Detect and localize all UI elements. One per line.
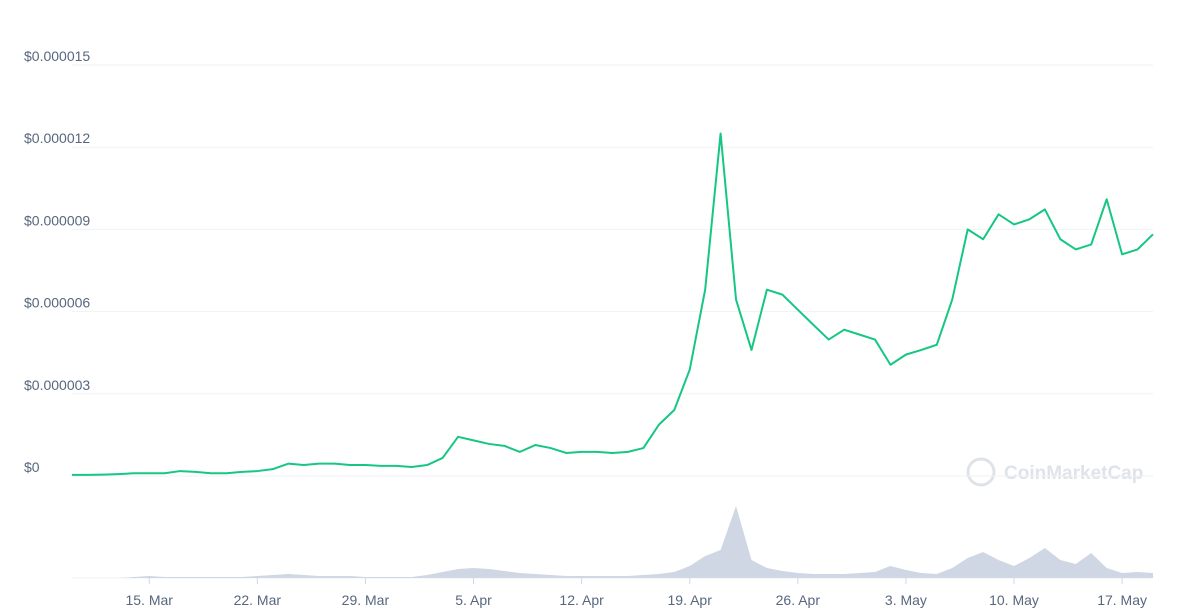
x-tick-label: 3. May [885,592,927,608]
x-tick-label: 19. Apr [668,592,713,608]
x-tick-label: 26. Apr [776,592,821,608]
price-line [72,132,1154,476]
volume-area [72,506,1153,578]
watermark-logo [966,457,996,487]
x-tick-label: 5. Apr [455,592,492,608]
x-tick-label: 15. Mar [125,592,173,608]
watermark-text: CoinMarketCap [1004,463,1143,484]
x-tick-label: 12. Apr [559,592,604,608]
y-tick-label: $0.000006 [24,295,90,311]
x-tick-label: 22. Mar [234,592,282,608]
y-tick-label: $0.000012 [24,130,90,146]
watermark: CoinMarketCap [966,457,1143,487]
x-tick-label: 10. May [989,592,1039,608]
y-tick-label: $0 [24,459,40,475]
y-tick-label: $0.000003 [24,377,90,393]
x-tick-label: 17. May [1097,592,1147,608]
y-tick-label: $0.000009 [24,212,90,228]
y-tick-label: $0.000015 [24,48,90,64]
x-tick-label: 29. Mar [342,592,390,608]
